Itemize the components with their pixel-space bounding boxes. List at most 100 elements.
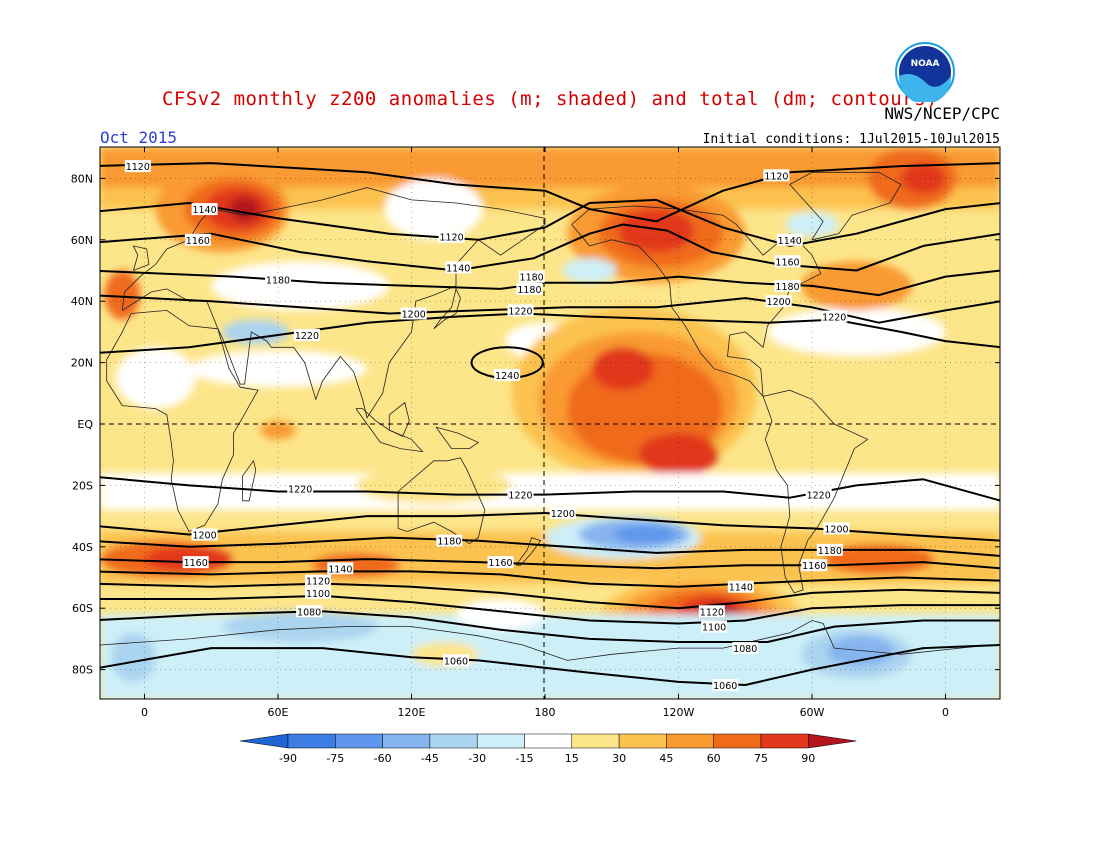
lon-tick-label: 60E [268, 706, 289, 719]
contour-label-text: 1220 [807, 491, 831, 502]
lat-tick-label: 60N [71, 234, 93, 247]
contour-label-box [443, 654, 469, 667]
lon-tick-label: 120E [398, 706, 426, 719]
contour-label: 1180 [774, 279, 801, 293]
contour-label-text: 1160 [802, 561, 826, 572]
contour-label: 1160 [184, 233, 211, 247]
colorbar-swatch [713, 733, 762, 749]
contour-label-text: 1080 [733, 644, 757, 655]
contour-label: 1180 [436, 534, 463, 548]
coastline [100, 620, 991, 661]
contour-1180 [100, 269, 1000, 297]
anomaly-blob [260, 420, 296, 440]
anomaly-blob [111, 632, 156, 682]
noaa-logo: NOAA [895, 42, 955, 102]
contour-label-text: 1100 [702, 623, 726, 634]
lon-tick-label: 180 [535, 706, 556, 719]
coastline [106, 309, 259, 533]
contour-label-box [516, 282, 543, 295]
lon-tick-label: 60W [800, 706, 825, 719]
contour-label: 1160 [774, 255, 801, 268]
lat-tick-label: 40S [72, 541, 93, 554]
sh-neutral-band [100, 473, 1000, 510]
contour-label: 1140 [776, 233, 803, 247]
map-title: CFSv2 monthly z200 anomalies (m; shaded)… [161, 88, 939, 110]
contour-label-box [265, 273, 291, 286]
contour-label-box [507, 304, 534, 317]
contour-label: 1100 [701, 620, 728, 634]
contour-label-box [184, 233, 211, 246]
longitude-axis: 0 60E 120E 180 120W 60W 0 [141, 147, 949, 719]
contour-label-text: 1220 [508, 306, 532, 317]
contour-labels: 1120114011601180120012201120114011801180… [124, 160, 850, 692]
height-contours [100, 162, 1000, 686]
lat-tick-label: 20N [71, 357, 93, 370]
contour-label: 1220 [507, 488, 534, 502]
contour-label-box [305, 574, 332, 587]
contour-label: 1200 [191, 528, 218, 542]
contour-label-box [445, 261, 472, 274]
contour-label: 1200 [823, 522, 850, 535]
contour-label-text: 1220 [288, 484, 312, 495]
contour-label: 1160 [182, 556, 209, 569]
contour-label-text: 1160 [184, 558, 208, 569]
equator-label: EQ [77, 418, 93, 431]
anomaly-blob [823, 543, 935, 575]
anomaly-blob [456, 598, 545, 630]
anomaly-blob [591, 347, 655, 391]
contour-label: 1140 [445, 261, 472, 274]
contour-label-text: 1200 [767, 297, 791, 308]
colorbar-swatch [429, 733, 478, 749]
colorbar-arrow-low [239, 733, 289, 749]
colorbar: -90 -75 -60 -45 -30 -15 15 30 45 60 75 90 [239, 733, 857, 765]
contour-label-text: 1180 [437, 537, 461, 548]
contour-1160-sh [100, 558, 1000, 570]
contour-label-box [765, 295, 792, 308]
contour-label-text: 1120 [439, 233, 463, 244]
contour-label-box [816, 543, 843, 556]
contour-label-text: 1140 [192, 205, 216, 216]
map-frame [99, 146, 1001, 700]
contour-label-text: 1120 [306, 577, 330, 588]
anomaly-blob [104, 270, 141, 320]
contour-1060-sh [100, 644, 1000, 686]
lat-tick-label: 80S [72, 664, 93, 677]
anomaly-blob [229, 196, 261, 222]
colorbar-swatch [382, 733, 431, 749]
contour-label-box [776, 233, 803, 246]
lat-tick-label: 60S [72, 602, 93, 615]
contour-label-box [487, 556, 514, 569]
colorbar-swatch [476, 733, 525, 749]
contour-label-text: 1060 [444, 656, 468, 667]
contour-1200 [100, 294, 1000, 324]
contour-label: 1140 [327, 562, 354, 575]
contour-label-text: 1160 [186, 236, 210, 247]
contour-1140-sh [100, 570, 1000, 588]
contour-label-text: 1080 [297, 607, 321, 618]
anomaly-blob [618, 209, 695, 253]
colorbar-label: -15 [516, 752, 534, 765]
colorbar-swatch [335, 733, 383, 749]
contour-1120-sh [100, 582, 1000, 610]
contour-label-box [327, 562, 354, 575]
contour-label-box [182, 556, 209, 569]
contour-label-box [727, 580, 754, 593]
neutral-patch [115, 347, 196, 409]
initial-conditions: Initial conditions: 1Jul2015-10Jul2015 [702, 132, 1000, 147]
colorbar-swatch [618, 733, 667, 749]
contour-label-text: 1220 [822, 313, 846, 324]
contour-label-text: 1160 [488, 558, 512, 569]
lon-tick-label: 120W [663, 706, 695, 719]
reference-lines [100, 147, 1000, 699]
contour-label: 1100 [305, 586, 332, 600]
contour-label: 1080 [732, 642, 759, 655]
contour-label-box [732, 642, 759, 655]
contour-label-box [774, 279, 801, 292]
neutral-patch [384, 178, 483, 240]
contour-label: 1200 [765, 295, 792, 308]
contour-label: 1220 [507, 304, 534, 317]
coastline [515, 537, 542, 566]
colorbar-label: 45 [659, 752, 673, 765]
colorbar-label: 90 [801, 752, 815, 765]
valid-month: Oct 2015 [100, 128, 178, 147]
